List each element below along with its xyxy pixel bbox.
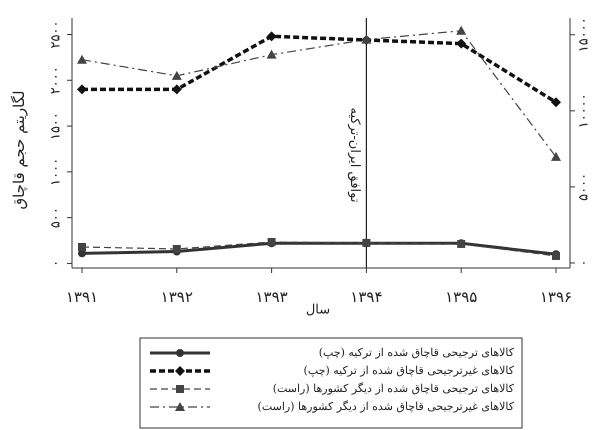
- x-tick-label: ۱۳۹۴: [350, 288, 382, 306]
- legend-marker: [176, 349, 184, 357]
- data-point: [266, 31, 277, 42]
- y-tick-label: ۰: [49, 260, 64, 267]
- annotation: توافق ایران-ترکیه: [347, 108, 362, 203]
- data-point: [266, 49, 277, 59]
- y-axis-label: لگاریتم حجم قاچاق: [10, 90, 28, 209]
- y-tick-label: ۵۰۰: [49, 207, 64, 228]
- data-point: [551, 97, 561, 108]
- y-tick-label: ۱۵۰۰: [49, 112, 64, 140]
- x-tick-label: ۱۳۹۳: [255, 288, 287, 306]
- data-point: [457, 239, 466, 248]
- x-tick-label: ۱۳۹۵: [445, 288, 477, 306]
- x-tick-label: ۱۳۹۱: [66, 288, 98, 306]
- series-line: [81, 30, 557, 158]
- x-tick-label: ۱۳۹۶: [540, 288, 572, 306]
- series-line: [82, 34, 557, 104]
- data-point: [77, 84, 87, 95]
- y-tick-label: ۲۵۰۰: [49, 21, 64, 49]
- data-point: [77, 54, 87, 64]
- series-line: [81, 241, 557, 257]
- y2-tick-label: ۵۰۰۰: [577, 173, 592, 201]
- data-point: [267, 237, 276, 246]
- y-tick-label: ۲۰۰۰: [49, 66, 64, 94]
- data-point: [362, 238, 371, 247]
- y2-tick-label: ۱۰۰۰۰: [577, 93, 592, 128]
- legend-marker: [175, 402, 185, 411]
- legend-label: کالاهای ترجیحی قاچاق شده از ترکیه (چپ): [319, 346, 515, 359]
- y2-tick-label: ۱۵۰۰۰: [577, 17, 592, 52]
- x-axis-label: سال: [306, 303, 330, 318]
- data-point: [171, 70, 182, 80]
- data-point: [551, 151, 561, 161]
- x-tick-label: ۱۳۹۲: [161, 288, 193, 306]
- legend-marker: [175, 366, 185, 376]
- legend-label: کالاهای غیرترجیحی قاچاق شده از دیگر کشور…: [258, 400, 515, 413]
- legend-label: کالاهای ترجیحی قاچاق شده از دیگر کشورها …: [273, 382, 515, 395]
- y-tick-label: ۱۰۰۰: [49, 158, 64, 186]
- legend-label: کالاهای غیرترجیحی قاچاق شده از ترکیه (چپ…: [304, 364, 515, 377]
- series-line: [81, 241, 557, 256]
- data-point: [456, 25, 467, 35]
- data-point: [172, 244, 181, 253]
- data-point: [78, 249, 86, 258]
- data-point: [361, 34, 372, 44]
- data-point: [552, 251, 560, 260]
- data-point: [171, 84, 182, 95]
- legend-marker: [176, 385, 184, 393]
- y2-tick-label: ۰: [577, 259, 592, 266]
- data-point: [78, 243, 86, 252]
- data-point: [456, 38, 467, 49]
